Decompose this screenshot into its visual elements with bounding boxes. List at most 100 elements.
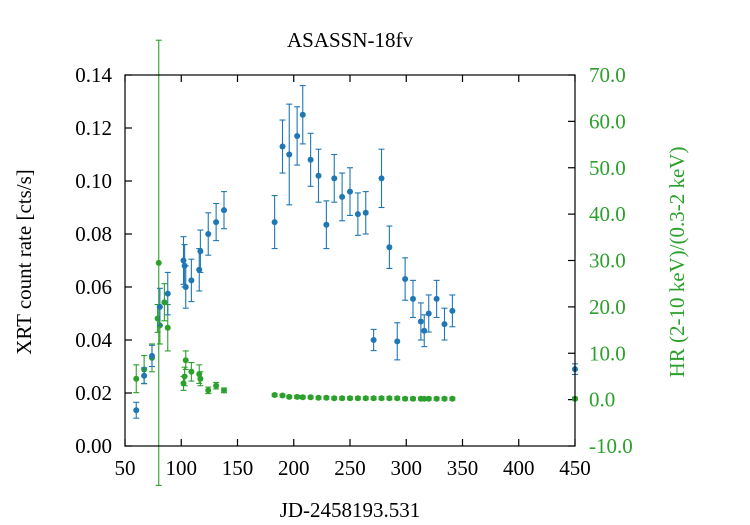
hardness-point: [362, 395, 369, 402]
hardness-marker: [323, 394, 330, 401]
x-tick-label: 250: [334, 456, 366, 480]
count-rate-marker: [182, 284, 189, 290]
x-tick-label: 150: [222, 456, 254, 480]
hardness-marker: [279, 392, 286, 399]
hardness-marker: [155, 259, 162, 266]
count-rate-point: [449, 294, 456, 328]
count-rate-point: [441, 307, 448, 341]
hardness-point: [339, 395, 346, 402]
hardness-marker: [299, 394, 306, 401]
count-rate-marker: [197, 248, 204, 255]
plot-frame: [124, 74, 576, 447]
count-rate-point: [347, 167, 353, 216]
x-tick-label: 400: [503, 456, 535, 480]
count-rate-point: [331, 153, 338, 203]
count-rate-point: [354, 192, 361, 236]
count-rate-point: [433, 279, 440, 319]
count-rate-marker: [271, 219, 278, 226]
hardness-marker: [433, 395, 440, 402]
count-rate-point: [362, 191, 369, 235]
hardness-marker: [449, 395, 456, 402]
count-rate-marker: [315, 172, 322, 179]
count-rate-marker: [449, 307, 456, 314]
y-tick-label: 0.10: [75, 169, 112, 193]
hardness-point: [410, 395, 416, 402]
y2-tick-labels: -10.0 0.0 10.0 20.0 30.0 40.0 50.0 60.0 70.0: [589, 63, 633, 458]
count-rate-point: [323, 200, 330, 250]
x-axis-label: JD-2458193.531: [280, 498, 421, 522]
chart-title: ASASSN-18fv: [287, 28, 414, 52]
hardness-point: [315, 394, 322, 401]
y2-tick-label: 0.0: [589, 388, 615, 412]
hardness-point: [271, 391, 278, 398]
count-rate-point: [188, 258, 195, 303]
count-rate-point: [156, 287, 163, 326]
count-rate-point: [286, 103, 293, 206]
hardness-point: [205, 386, 212, 395]
count-rate-point: [196, 248, 203, 292]
x-tick-label: 450: [559, 456, 591, 480]
hardness-point: [286, 393, 293, 400]
hardness-marker: [205, 387, 212, 394]
hardness-marker: [347, 395, 353, 402]
y-tick-label: 0.02: [75, 381, 112, 405]
hardness-point: [182, 350, 189, 371]
hardness-marker: [354, 395, 361, 402]
count-rate-marker: [394, 338, 401, 345]
hardness-marker: [378, 395, 385, 402]
count-rate-marker: [370, 337, 377, 343]
count-rate-marker: [299, 111, 306, 118]
hardness-point: [402, 395, 409, 402]
hardness-point: [378, 395, 385, 402]
tick-marks: [124, 74, 576, 447]
hardness-point: [331, 395, 338, 402]
count-rate-point: [315, 148, 322, 203]
y-tick-label: 0.00: [75, 434, 112, 458]
count-rate-point: [370, 328, 377, 352]
count-rate-point: [205, 212, 212, 256]
hardness-point: [441, 395, 448, 402]
count-rate-point: [417, 302, 424, 341]
hardness-marker: [394, 395, 401, 402]
y-tick-label: 0.06: [75, 275, 112, 299]
hardness-marker: [161, 299, 168, 306]
count-rate-point: [197, 229, 204, 273]
hardness-marker: [339, 395, 346, 402]
count-rate-marker: [362, 209, 369, 216]
hardness-point: [307, 394, 314, 401]
hardness-point: [299, 394, 306, 401]
hardness-point: [221, 387, 227, 394]
hardness-marker: [181, 373, 188, 380]
hardness-point: [213, 381, 220, 390]
hardness-marker: [197, 375, 204, 382]
count-rate-marker: [205, 231, 212, 237]
hardness-point: [370, 395, 377, 402]
count-rate-marker: [339, 193, 346, 200]
count-rate-marker: [180, 257, 187, 264]
hardness-series: [133, 39, 578, 486]
count-rate-point: [410, 279, 416, 319]
count-rate-marker: [425, 310, 432, 317]
count-rate-marker: [133, 407, 140, 414]
hardness-marker: [370, 395, 377, 402]
y-tick-label: 0.04: [75, 328, 112, 352]
hardness-point: [347, 395, 353, 402]
count-rate-marker: [331, 175, 338, 182]
count-rate-marker: [410, 295, 416, 302]
y2-tick-label: 20.0: [589, 295, 626, 319]
count-rate-point: [213, 202, 220, 242]
hardness-marker: [182, 357, 189, 364]
count-rate-marker: [188, 277, 195, 284]
x-tick-label: 50: [115, 456, 136, 480]
hardness-marker: [402, 395, 409, 402]
hardness-point: [279, 392, 286, 399]
count-rate-marker: [149, 352, 155, 359]
hardness-point: [133, 364, 140, 394]
hardness-point: [155, 39, 162, 486]
y2-tick-label: 30.0: [589, 249, 626, 273]
hardness-point: [188, 361, 195, 382]
count-rate-point: [378, 148, 385, 209]
hardness-marker: [315, 394, 322, 401]
hardness-marker: [362, 395, 369, 402]
